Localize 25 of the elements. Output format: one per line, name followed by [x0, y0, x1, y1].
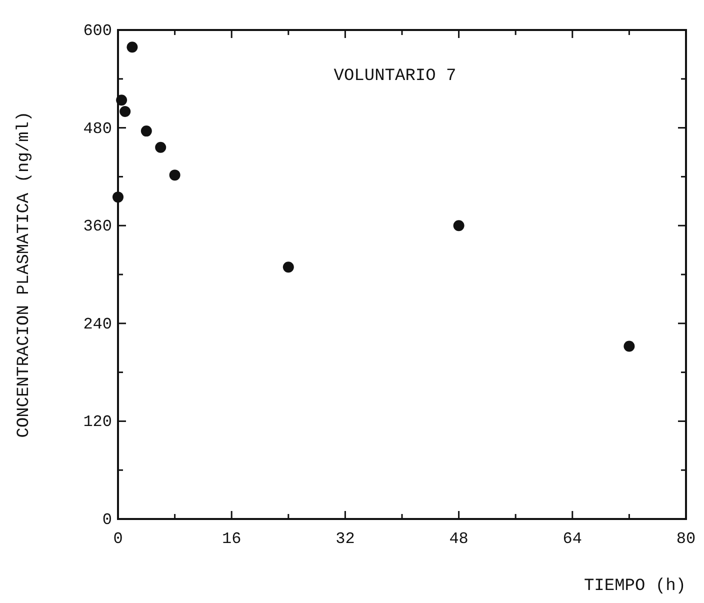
x-tick-label: 64 — [562, 530, 582, 548]
x-tick-label: 0 — [113, 530, 123, 548]
y-tick-label: 240 — [83, 315, 112, 334]
y-tick-label: 480 — [83, 120, 112, 138]
y-tick-label: 600 — [83, 22, 112, 40]
point — [112, 192, 124, 203]
point — [116, 94, 128, 106]
point — [453, 220, 464, 232]
y-tick-label: 360 — [83, 218, 112, 236]
point — [169, 170, 180, 181]
x-tick-label: 32 — [336, 530, 355, 548]
point — [624, 340, 635, 352]
point — [120, 106, 131, 117]
x-tick-label: 48 — [449, 530, 468, 548]
y-tick-label: 0 — [102, 511, 112, 529]
y-axis-title: CONCENTRACION PLASMATICA (ng/ml) — [15, 111, 34, 438]
point — [140, 126, 152, 137]
point — [282, 262, 294, 273]
x-axis-title: TIEMPO (h) — [584, 577, 686, 596]
point — [155, 142, 166, 153]
x-tick-label: 16 — [222, 530, 242, 548]
y-tick-label: 120 — [83, 413, 112, 432]
point — [126, 42, 138, 53]
x-tick-label: 80 — [676, 530, 696, 548]
text: VOLUNTARIO 7 — [334, 67, 456, 86]
